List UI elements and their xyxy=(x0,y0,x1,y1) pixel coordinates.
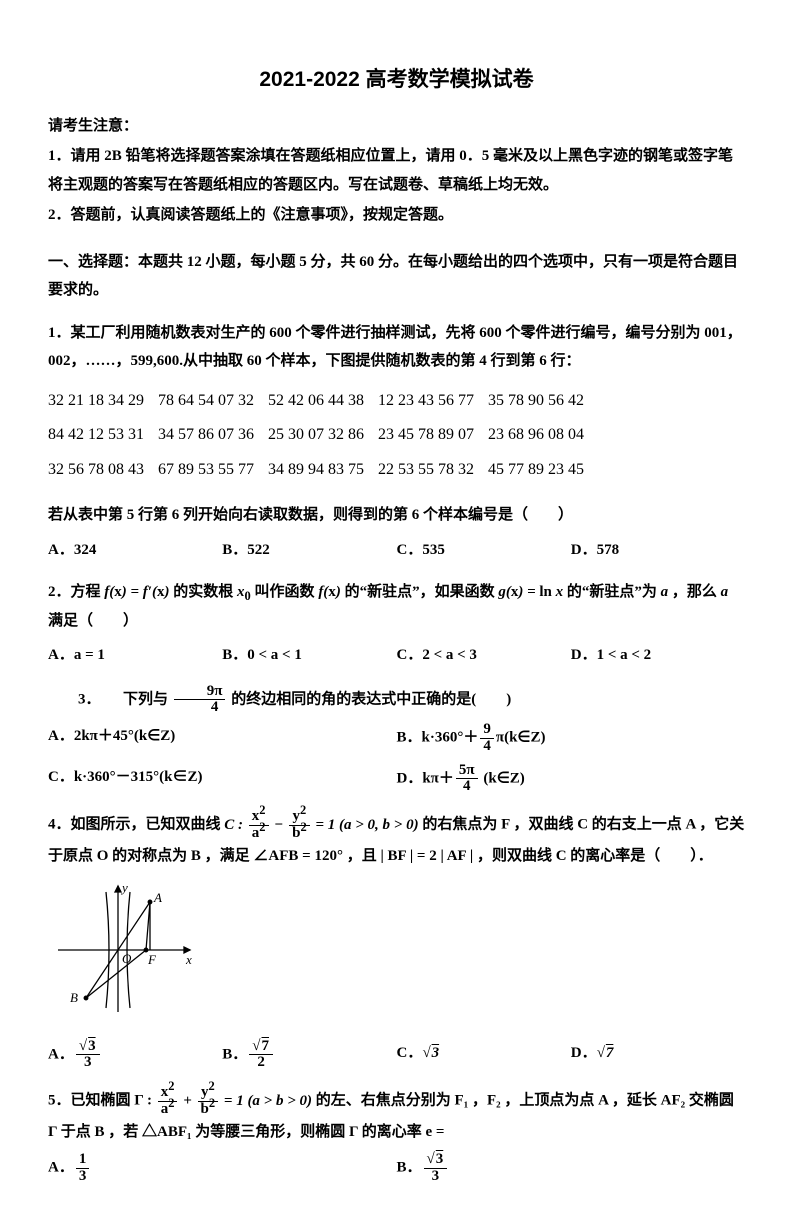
section-1-heading: 一、选择题：本题共 12 小题，每小题 5 分，共 60 分。在每小题给出的四个… xyxy=(48,248,745,305)
table-row: 84 42 12 53 3134 57 86 07 3625 30 07 32 … xyxy=(48,418,598,452)
svg-text:x: x xyxy=(185,952,192,967)
table-row: 32 21 18 34 2978 64 54 07 3252 42 06 44 … xyxy=(48,384,598,418)
svg-text:F: F xyxy=(147,952,157,967)
q2-stem: 2．方程 f(x) = f′(x) 的实数根 x0 叫作函数 f(x) 的“新驻… xyxy=(48,578,745,635)
svg-text:y: y xyxy=(120,880,128,895)
q2-options: A．a = 1 B．0 < a < 1 C．2 < a < 3 D．1 < a … xyxy=(48,641,745,670)
svg-text:A: A xyxy=(153,890,162,905)
q3-stem: 3． 下列与 9π4 的终边相同的角的表达式中正确的是( ) xyxy=(48,684,745,717)
q2-opt-b: B．0 < a < 1 xyxy=(222,641,396,670)
q3-options-row1: A．2kπ＋45°(k∈Z) B．k·360°＋94π(k∈Z) xyxy=(48,722,745,755)
q5-opt-a: A．13 xyxy=(48,1152,397,1185)
q4-options: A．√33 B．√72 C．√3 D．√7 xyxy=(48,1039,745,1072)
svg-text:O: O xyxy=(122,951,132,966)
q4-opt-a: A．√33 xyxy=(48,1039,222,1072)
q3-opt-a: A．2kπ＋45°(k∈Z) xyxy=(48,722,397,755)
q1-options: A．324 B．522 C．535 D．578 xyxy=(48,536,745,565)
q4-hyperbola: C : x2a2 − y2b2 = 1 (a > 0, b > 0) xyxy=(224,817,422,833)
q4-opt-b: B．√72 xyxy=(222,1039,396,1072)
q1-tail: 若从表中第 5 行第 6 列开始向右读取数据，则得到的第 6 个样本编号是（ ） xyxy=(48,501,745,530)
q2-opt-a: A．a = 1 xyxy=(48,641,222,670)
table-row: 32 56 78 08 4367 89 53 55 7734 89 94 83 … xyxy=(48,453,598,487)
q1-opt-a: A．324 xyxy=(48,536,222,565)
notice-heading: 请考生注意： xyxy=(48,112,745,141)
q5-stem: 5．已知椭圆 Γ : x2a2 + y2b2 = 1 (a > b > 0) 的… xyxy=(48,1085,745,1146)
q2-opt-d: D．1 < a < 2 xyxy=(571,641,745,670)
q3-options-row2: C．k·360°－315°(k∈Z) D．kπ＋5π4 (k∈Z) xyxy=(48,763,745,796)
q1-random-number-table: 32 21 18 34 2978 64 54 07 3252 42 06 44 … xyxy=(48,384,598,487)
q1-opt-b: B．522 xyxy=(222,536,396,565)
q1-opt-c: C．535 xyxy=(397,536,571,565)
notice-2: 2．答题前，认真阅读答题纸上的《注意事项》，按规定答题。 xyxy=(48,201,745,230)
page-title: 2021-2022 高考数学模拟试卷 xyxy=(48,60,745,100)
q4-diagram: y x A F O B xyxy=(48,880,745,1031)
svg-text:B: B xyxy=(70,990,78,1005)
q3-opt-b: B．k·360°＋94π(k∈Z) xyxy=(397,722,746,755)
q1-stem: 1．某工厂利用随机数表对生产的 600 个零件进行抽样测试，先将 600 个零件… xyxy=(48,319,745,376)
q5-opt-b: B．√33 xyxy=(397,1152,746,1185)
q3-opt-c: C．k·360°－315°(k∈Z) xyxy=(48,763,397,796)
q4-opt-c: C．√3 xyxy=(397,1039,571,1072)
q4-opt-d: D．√7 xyxy=(571,1039,745,1072)
notice-1: 1．请用 2B 铅笔将选择题答案涂填在答题纸相应位置上，请用 0．5 毫米及以上… xyxy=(48,142,745,199)
hyperbola-icon: y x A F O B xyxy=(48,880,198,1020)
q2-opt-c: C．2 < a < 3 xyxy=(397,641,571,670)
q1-opt-d: D．578 xyxy=(571,536,745,565)
q5-options: A．13 B．√33 xyxy=(48,1152,745,1185)
q3-opt-d: D．kπ＋5π4 (k∈Z) xyxy=(397,763,746,796)
q5-ellipse: x2a2 + y2b2 = 1 (a > b > 0) xyxy=(156,1093,316,1109)
q4-stem: 4．如图所示，已知双曲线 C : x2a2 − y2b2 = 1 (a > 0,… xyxy=(48,809,745,870)
q2-eq: f(x) = f′(x) xyxy=(104,584,169,600)
